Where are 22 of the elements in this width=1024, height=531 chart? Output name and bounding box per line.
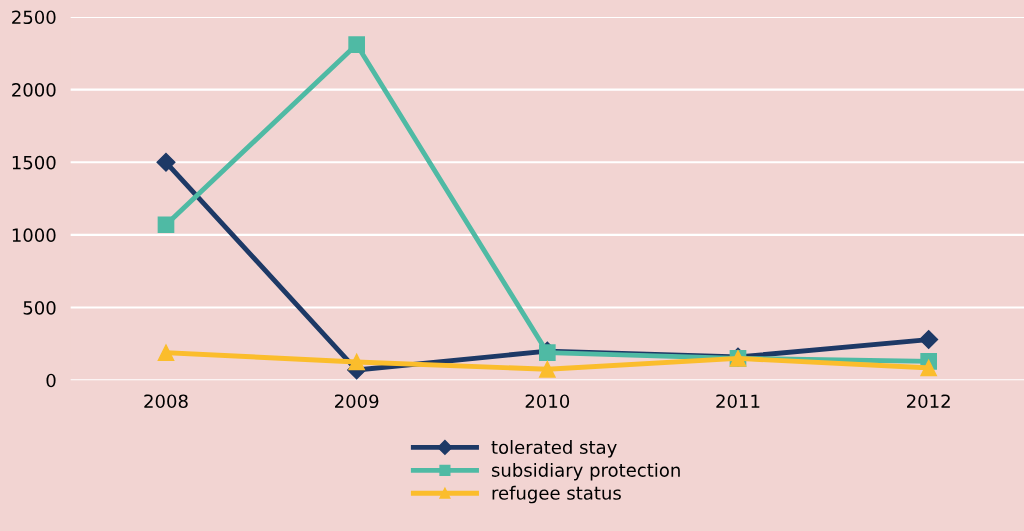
legend-label: subsidiary protection [491, 462, 680, 481]
x-tick-label: 2009 [335, 394, 379, 409]
y-tick-label: 2000 [12, 83, 56, 97]
point [538, 360, 556, 378]
y-tick-label: 1000 [12, 228, 56, 243]
point [920, 359, 937, 377]
point [157, 216, 175, 234]
x-tick-label: 2012 [907, 394, 950, 409]
y-tick-label: 0 [46, 373, 56, 388]
x-tick-label: 2008 [144, 394, 188, 409]
y-tick-label: 1500 [12, 155, 56, 170]
point [348, 353, 365, 371]
y-tick-label: 2500 [12, 10, 56, 25]
point [157, 344, 175, 361]
point [156, 152, 176, 172]
point [919, 329, 939, 350]
legend-label: tolerated stay [491, 440, 617, 458]
x-tick-label: 2011 [716, 394, 760, 409]
legend-label: refugee status [492, 485, 621, 504]
point [348, 36, 365, 53]
y-tick-label: 500 [23, 301, 56, 315]
x-tick-label: 2010 [525, 394, 570, 409]
